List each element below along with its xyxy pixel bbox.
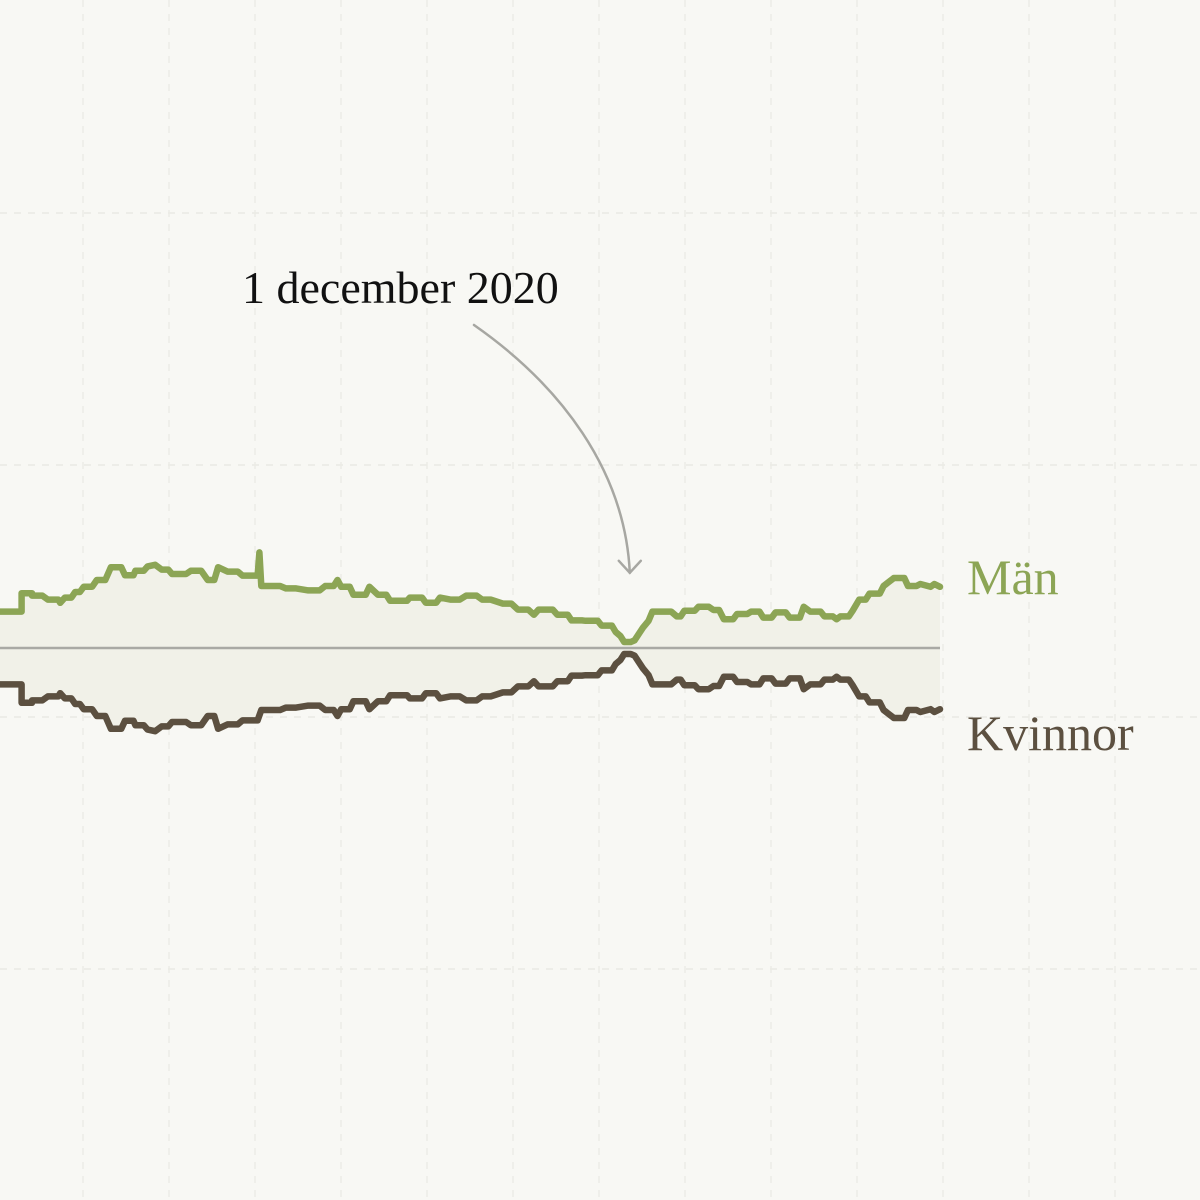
area-fill-m-n — [0, 552, 940, 648]
annotation-arrow — [472, 323, 632, 575]
series-label-kvinnor: Kvinnor — [967, 705, 1134, 761]
series-label-man: Män — [967, 549, 1059, 605]
series-lines — [0, 549, 944, 735]
annotation-label: 1 december 2020 — [242, 262, 559, 313]
annotation-arrowhead — [617, 559, 643, 575]
area-fill-kvinnor — [0, 648, 940, 732]
series-line-kvinnor — [0, 650, 944, 735]
series-line-m-n — [0, 549, 944, 646]
area-fills — [0, 552, 940, 732]
